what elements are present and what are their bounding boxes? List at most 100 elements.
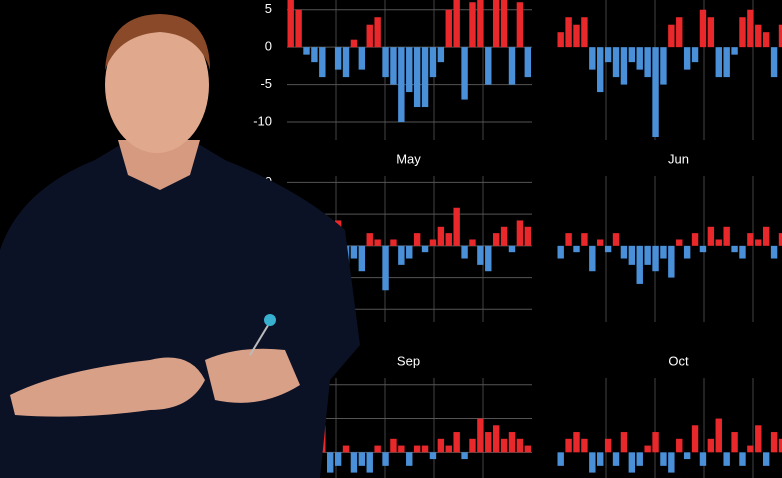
bar — [652, 432, 658, 452]
bar — [739, 17, 745, 47]
bar — [461, 246, 467, 259]
bar — [652, 246, 658, 271]
bar — [453, 208, 459, 246]
bar — [558, 32, 564, 47]
bar — [676, 239, 682, 245]
bar — [493, 425, 499, 452]
bar — [605, 439, 611, 453]
bar — [755, 239, 761, 245]
bar — [525, 446, 531, 453]
bar — [382, 452, 388, 466]
bar — [374, 446, 380, 453]
bar — [319, 47, 325, 77]
bar — [716, 419, 722, 453]
bar — [700, 246, 706, 252]
bar — [700, 452, 706, 466]
panel-title: Jun — [668, 151, 689, 166]
bar — [390, 439, 396, 453]
bar — [453, 0, 459, 47]
bar — [652, 47, 658, 137]
bar — [763, 452, 769, 466]
bar — [581, 439, 587, 453]
bar — [763, 227, 769, 246]
bar — [359, 47, 365, 69]
bar — [469, 239, 475, 245]
bar — [723, 47, 729, 77]
bar — [708, 439, 714, 453]
bar — [565, 439, 571, 453]
bar — [509, 47, 515, 84]
bar — [700, 10, 706, 47]
bar — [295, 10, 301, 47]
page: -10-505-10-50510MayDifference (F)Jun0510… — [0, 0, 782, 478]
bar — [374, 17, 380, 47]
bar — [288, 0, 294, 47]
bar — [558, 452, 564, 466]
bar — [422, 47, 428, 107]
panel-title: Sep — [397, 353, 420, 368]
bar — [747, 233, 753, 246]
bar — [747, 446, 753, 453]
bar — [390, 239, 396, 245]
bar — [438, 227, 444, 246]
bar — [676, 439, 682, 453]
bar — [597, 47, 603, 92]
bar — [565, 233, 571, 246]
bar — [398, 246, 404, 265]
chart: -10-505-10-50510MayDifference (F)Jun0510… — [0, 0, 782, 478]
bar — [621, 246, 627, 259]
bar — [613, 233, 619, 246]
bar — [644, 446, 650, 453]
bar — [731, 246, 737, 252]
bar — [629, 47, 635, 62]
y-tick-label: -5 — [260, 76, 272, 91]
bar — [501, 227, 507, 246]
bar — [477, 246, 483, 265]
bar — [335, 452, 341, 466]
bar — [517, 439, 523, 453]
pointer-tip — [264, 314, 276, 326]
bar — [406, 452, 412, 466]
bar — [414, 233, 420, 246]
bar — [637, 47, 643, 69]
bar — [517, 2, 523, 47]
bar — [747, 10, 753, 47]
bar — [406, 47, 412, 92]
bar — [485, 246, 491, 271]
bar — [565, 17, 571, 47]
bar — [311, 47, 317, 62]
bar — [446, 10, 452, 47]
bar — [327, 452, 333, 472]
bar — [613, 452, 619, 466]
bar — [771, 432, 777, 452]
panel-title: Oct — [668, 353, 689, 368]
bar — [716, 47, 722, 77]
bar — [359, 246, 365, 271]
bar — [493, 233, 499, 246]
panel-title: May — [396, 151, 421, 166]
bar — [509, 432, 515, 452]
bar — [771, 246, 777, 259]
bar — [351, 246, 357, 259]
y-tick-label: 0 — [265, 39, 272, 54]
bar — [692, 233, 698, 246]
bar — [573, 246, 579, 252]
bar — [374, 239, 380, 245]
bar — [644, 246, 650, 265]
bar — [501, 0, 507, 47]
bar — [525, 227, 531, 246]
bar — [398, 47, 404, 122]
bar — [446, 446, 452, 453]
bar — [684, 246, 690, 259]
bar — [605, 47, 611, 62]
bar — [684, 452, 690, 459]
bar — [461, 452, 467, 459]
bar — [660, 246, 666, 259]
bar — [676, 17, 682, 47]
bar — [605, 246, 611, 252]
bar — [517, 220, 523, 245]
bar — [390, 47, 396, 84]
bar — [303, 47, 309, 54]
bar — [739, 452, 745, 466]
bar — [589, 47, 595, 69]
